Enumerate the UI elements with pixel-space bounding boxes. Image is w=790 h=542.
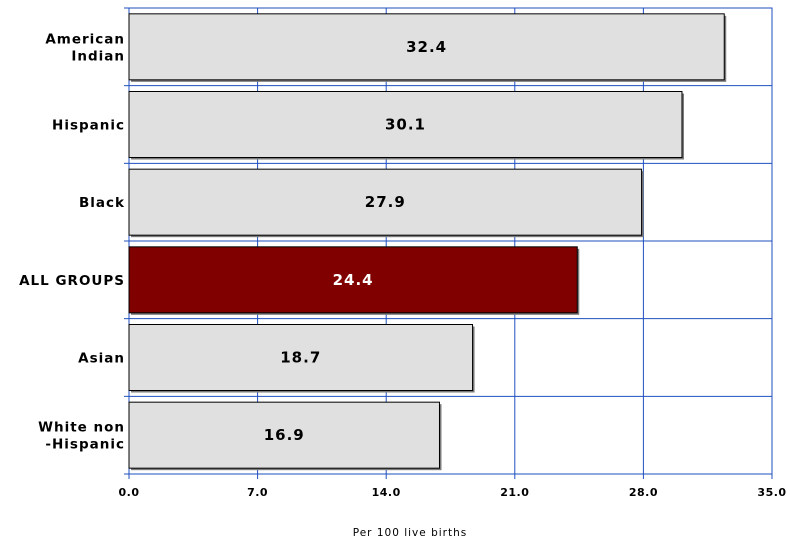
data-label: 18.7 [280,349,321,367]
data-label: 30.1 [385,116,426,134]
bar [128,13,725,81]
bar [128,91,683,158]
data-label: 32.4 [406,38,447,56]
bar [128,401,440,469]
bar [128,168,643,236]
grid-lines [124,7,773,479]
data-label: 16.9 [264,426,305,444]
category-label-line: ALL GROUPS [19,273,125,289]
x-tick-label: 35.0 [757,486,786,499]
x-tick-label: 14.0 [372,486,401,499]
category-label: Black [79,195,125,211]
category-label-line: -Hispanic [45,437,125,453]
bar-highlight [128,246,578,314]
category-label: ALL GROUPS [19,273,125,289]
x-tick-labels: 0.0 7.0 14.0 21.0 28.0 35.0 [119,486,787,499]
category-label-line: Asian [78,351,125,367]
category-label: White non -Hispanic [38,420,125,453]
category-labels: American Indian Hispanic Black ALL GROUPS Asi… [19,31,125,453]
category-label-line: American [45,31,125,47]
bars: 32.4 30.1 27.9 24.4 18.7 16.9 [128,13,727,471]
x-tick-label: 28.0 [629,486,658,499]
bar [128,324,474,391]
category-label: Hispanic [52,118,125,134]
x-tick-label: 0.0 [119,486,140,499]
category-label-line: Hispanic [52,118,125,134]
x-tick-label: 7.0 [247,486,268,499]
x-axis-title: Per 100 live births [353,527,467,539]
category-label-line: Indian [71,48,125,64]
category-label-line: White non [38,420,125,436]
category-label: American Indian [45,31,125,64]
x-tick-label: 21.0 [500,486,529,499]
category-label-line: Black [79,195,125,211]
data-label: 24.4 [333,271,374,289]
data-label: 27.9 [365,193,406,211]
category-label: Asian [78,351,125,367]
